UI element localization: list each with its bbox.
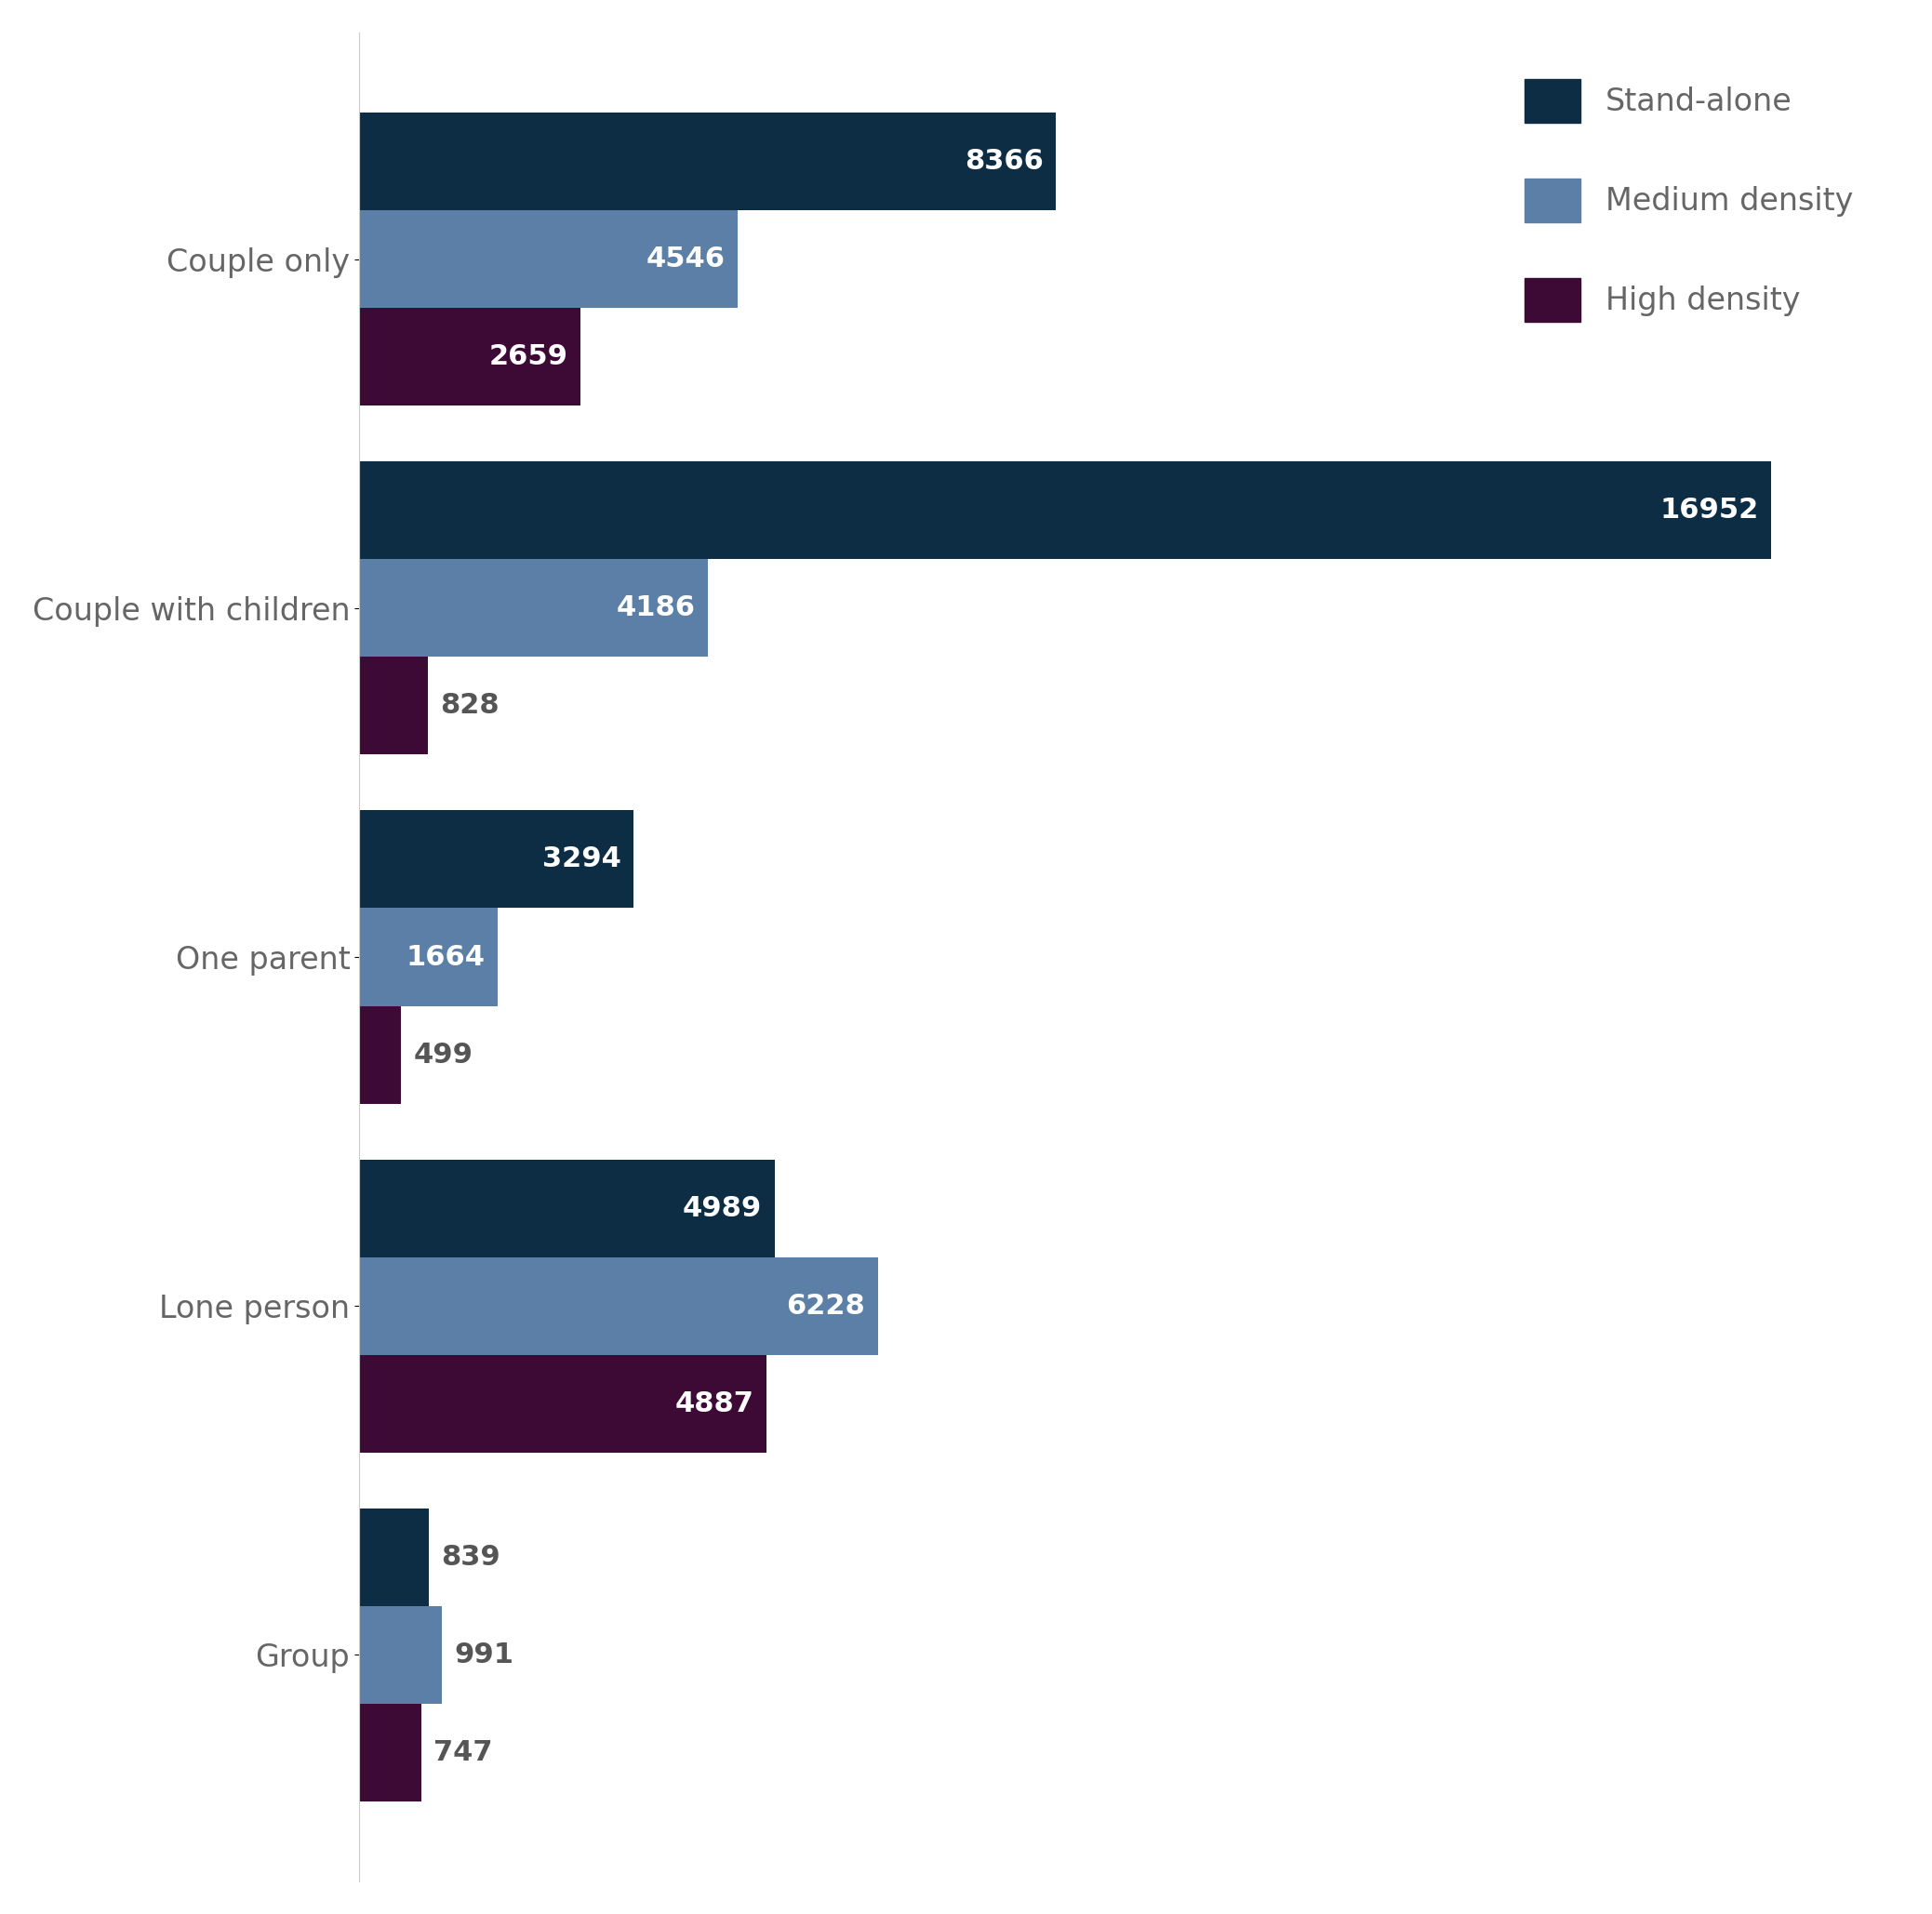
Text: 2659: 2659 <box>489 343 568 369</box>
Text: 6228: 6228 <box>786 1292 866 1319</box>
Bar <box>359 810 634 907</box>
Text: 991: 991 <box>454 1642 514 1669</box>
Bar <box>359 559 707 657</box>
Bar <box>359 1257 877 1355</box>
Text: 4989: 4989 <box>682 1194 761 1221</box>
Text: 16952: 16952 <box>1660 498 1758 524</box>
Text: 828: 828 <box>440 693 500 720</box>
Bar <box>359 657 429 754</box>
Text: 747: 747 <box>435 1740 493 1767</box>
Text: 4887: 4887 <box>674 1390 753 1416</box>
Text: 499: 499 <box>413 1041 473 1068</box>
Bar <box>359 1508 429 1606</box>
Bar <box>359 113 1055 211</box>
Bar <box>359 1007 400 1104</box>
Text: 4546: 4546 <box>645 245 724 272</box>
Text: 8366: 8366 <box>964 147 1043 174</box>
Text: 4186: 4186 <box>616 595 696 622</box>
Bar <box>359 1160 775 1257</box>
Bar <box>359 1703 421 1801</box>
Bar <box>359 211 738 308</box>
Bar <box>359 461 1772 559</box>
Text: 1664: 1664 <box>406 944 485 970</box>
Legend: Stand-alone, Medium density, High density: Stand-alone, Medium density, High densit… <box>1493 48 1884 352</box>
Text: 839: 839 <box>442 1545 500 1571</box>
Bar <box>359 308 580 406</box>
Bar <box>359 1355 767 1453</box>
Bar <box>359 1606 442 1703</box>
Bar <box>359 907 498 1007</box>
Text: 3294: 3294 <box>543 846 620 873</box>
